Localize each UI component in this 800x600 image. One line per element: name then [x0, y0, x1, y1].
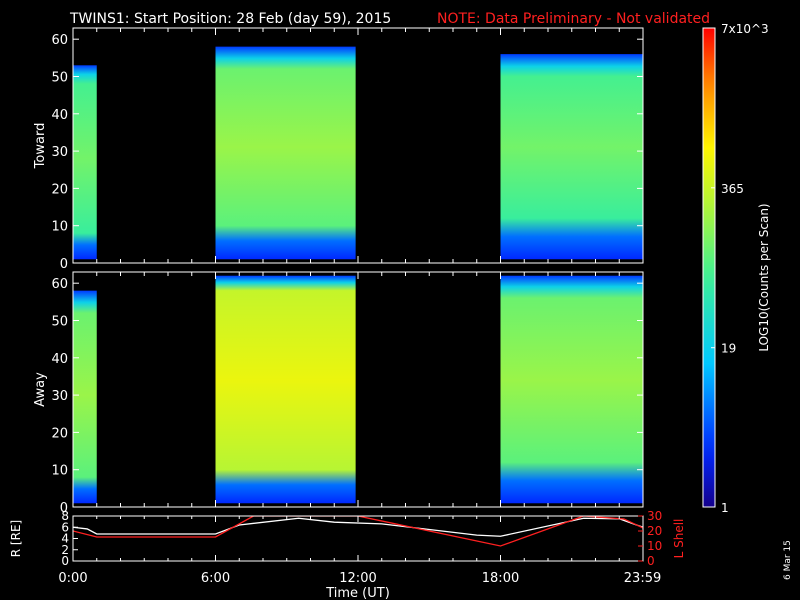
toward-spectrogram-segment	[73, 65, 97, 260]
away-panel: 0 10 20 30 40 50 60 Away	[33, 271, 644, 516]
radius-tick-label: 0	[61, 554, 69, 568]
time-tick-label: 0:00	[58, 571, 87, 586]
toward-spectrogram-segment	[215, 46, 356, 260]
radius-tick-label: 6	[61, 520, 69, 534]
radius-tick-label: 8	[61, 509, 69, 523]
l-shell-line	[73, 516, 643, 547]
away-y-tick-label: 20	[51, 426, 68, 441]
toward-spectrogram-segment	[500, 54, 643, 260]
colorbar-label: LOG10(Counts per Scan)	[757, 203, 771, 351]
away-y-tick-label: 50	[51, 314, 68, 329]
radius-tick-label: 2	[61, 543, 69, 557]
toward-y-tick-label: 60	[51, 33, 68, 48]
away-y-tick-label: 60	[51, 277, 68, 292]
away-y-label: Away	[33, 372, 48, 407]
toward-y-tick-label: 40	[51, 108, 68, 123]
l-shell-tick-label: 10	[647, 539, 662, 553]
colorbar-tick-label: 365	[721, 182, 744, 196]
preliminary-note: NOTE: Data Preliminary - Not validated	[437, 11, 710, 27]
time-tick-label: 18:00	[482, 571, 519, 586]
colorbar-tick-label: 7x10^3	[721, 22, 769, 36]
l-shell-axis-label: L Shell	[672, 519, 686, 559]
away-y-tick-label: 30	[51, 389, 68, 404]
l-shell-tick-label: 0	[647, 554, 655, 568]
toward-panel: 0 10 20 30 40 50 60 Toward	[33, 27, 644, 272]
colorbar-gradient	[702, 27, 716, 508]
colorbar-tick-label: 19	[721, 342, 736, 356]
date-stamp: 6 Mar 15	[783, 540, 793, 580]
toward-y-tick-label: 10	[51, 220, 68, 235]
l-shell-tick-label: 30	[647, 509, 662, 523]
figure-title: TWINS1: Start Position: 28 Feb (day 59),…	[69, 11, 391, 27]
toward-y-tick-label: 0	[60, 257, 68, 272]
toward-y-tick-label: 50	[51, 70, 68, 85]
away-y-tick-label: 0	[60, 501, 68, 516]
away-spectrogram-segment	[500, 275, 643, 504]
time-tick-label: 12:00	[339, 571, 376, 586]
colorbar-tick-label: 1	[721, 501, 729, 515]
time-axis-label: Time (UT)	[325, 586, 390, 600]
away-y-tick-label: 10	[51, 464, 68, 479]
time-tick-label: 23:59	[624, 571, 661, 586]
away-spectrogram-segment	[73, 290, 97, 504]
away-y-tick-label: 40	[51, 352, 68, 367]
toward-y-tick-label: 20	[51, 182, 68, 197]
time-tick-label: 6:00	[201, 571, 230, 586]
l-shell-tick-label: 20	[647, 524, 662, 538]
radius-axis-label: R [RE]	[9, 520, 23, 557]
radius-line	[73, 517, 643, 537]
toward-y-tick-label: 30	[51, 145, 68, 160]
toward-y-label: Toward	[33, 123, 48, 170]
colorbar: 7x10^3 365 19 1 LOG10(Counts per Scan)	[702, 22, 771, 515]
radius-tick-label: 4	[61, 532, 69, 546]
away-spectrogram-segment	[215, 275, 356, 504]
